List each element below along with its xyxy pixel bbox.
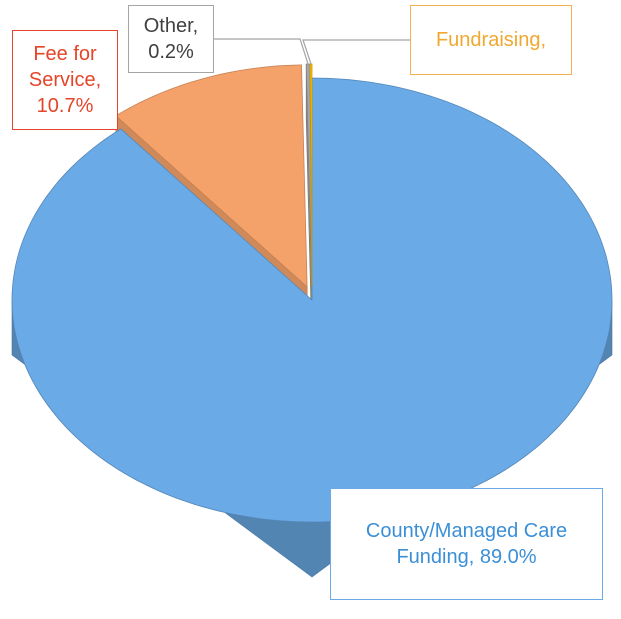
data-label: Fee for Service, 10.7%	[12, 30, 118, 130]
data-label: Fundraising,	[410, 5, 572, 75]
slice	[115, 64, 308, 288]
leader-line	[214, 38, 309, 65]
data-label: County/Managed Care Funding, 89.0%	[330, 488, 603, 600]
data-label: Other, 0.2%	[128, 5, 214, 73]
leader-line	[302, 39, 410, 65]
